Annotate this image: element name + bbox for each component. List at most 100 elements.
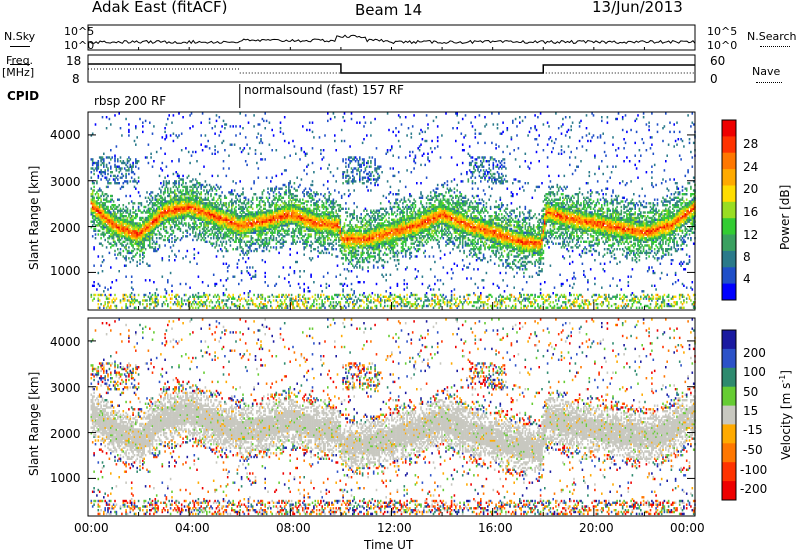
power-cell (239, 220, 241, 223)
power-cell (292, 204, 294, 207)
power-cell (264, 304, 266, 308)
power-cell (286, 229, 289, 232)
power-cell (303, 304, 305, 308)
power-cell (125, 176, 127, 179)
power-cell (285, 205, 287, 209)
power-cell (132, 259, 134, 262)
power-cell (242, 193, 244, 196)
power-cell (132, 215, 134, 218)
power-cell (115, 233, 118, 236)
power-cell (353, 233, 355, 236)
power-cell (228, 216, 230, 220)
power-cell (310, 216, 312, 220)
power-cell (214, 246, 216, 249)
power-cell (282, 238, 285, 242)
power-cell (260, 235, 262, 238)
power-cell (143, 244, 145, 247)
power-cell (107, 240, 109, 243)
power-cell (199, 202, 201, 205)
power-cell (290, 211, 293, 214)
power-cell (232, 248, 234, 251)
power-cell (353, 242, 355, 245)
power-cell (133, 233, 136, 236)
power-cell (286, 218, 289, 221)
power-cell (340, 244, 343, 247)
power-cell (94, 233, 97, 236)
power-cell (307, 216, 310, 220)
power-cell (345, 297, 347, 300)
power-cell (271, 226, 273, 229)
power-cell (254, 229, 257, 232)
power-cell (256, 215, 258, 218)
power-cell (175, 204, 177, 207)
power-cell (176, 304, 179, 308)
power-cell (299, 200, 301, 203)
power-cell (122, 229, 125, 232)
power-cell (320, 229, 322, 232)
power-cell (219, 233, 222, 236)
power-cell (160, 218, 162, 221)
power-cell (146, 233, 148, 236)
power-cell (267, 227, 269, 231)
power-cell (321, 299, 323, 302)
power-cell (214, 222, 216, 225)
power-cell (288, 213, 290, 216)
power-cell (339, 231, 342, 234)
power-cell (263, 220, 265, 223)
power-cell (327, 222, 329, 225)
power-cell (130, 200, 133, 203)
power-cell (264, 297, 266, 300)
power-cell (160, 222, 162, 225)
power-cell (155, 216, 158, 220)
power-cell (132, 218, 134, 221)
power-cell (200, 295, 202, 298)
power-cell (313, 304, 315, 308)
power-cell (140, 229, 143, 232)
power-cell (206, 205, 208, 209)
power-cell (201, 183, 204, 187)
power-cell (247, 218, 250, 221)
power-cell (328, 191, 330, 194)
power-cell (151, 220, 154, 223)
power-cell (162, 193, 165, 196)
power-cell (155, 194, 158, 198)
power-cell (353, 251, 355, 255)
power-cell (282, 202, 285, 205)
power-cell (339, 215, 342, 218)
power-cell (97, 271, 100, 275)
power-cell (193, 213, 196, 216)
power-cell (112, 238, 115, 242)
power-cell (105, 207, 108, 210)
power-cell (279, 213, 282, 216)
power-cell (192, 178, 194, 181)
power-cell (336, 264, 339, 267)
power-cell (112, 215, 115, 218)
power-cell (219, 279, 222, 282)
power-cell (123, 180, 126, 183)
power-cell (147, 244, 150, 247)
power-cell (352, 303, 354, 306)
power-cell (91, 235, 94, 238)
power-cell (100, 198, 102, 201)
power-cell (93, 248, 95, 251)
power-cell (324, 196, 326, 199)
power-cell (194, 222, 197, 225)
power-cell (178, 216, 180, 220)
power-cell (324, 224, 326, 227)
power-cell (254, 224, 257, 227)
power-cell (221, 191, 223, 194)
power-cell (228, 264, 230, 267)
power-cell (139, 227, 141, 231)
power-cell (308, 224, 311, 227)
power-cell (281, 172, 283, 176)
power-cell (282, 209, 285, 212)
power-cell (283, 213, 286, 216)
power-cell (354, 244, 357, 247)
power-cell (180, 237, 183, 240)
power-cell (151, 198, 154, 201)
power-cell (292, 139, 294, 143)
power-cell (314, 213, 317, 216)
power-cell (147, 227, 150, 231)
power-cell (225, 227, 228, 231)
power-cell (142, 246, 144, 249)
